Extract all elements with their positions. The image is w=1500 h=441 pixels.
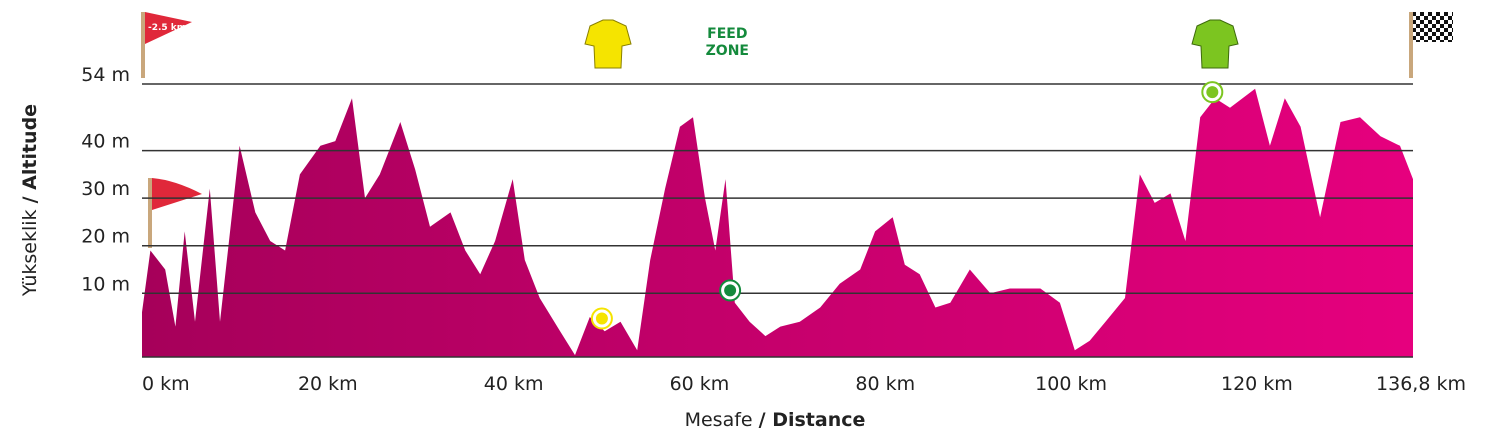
finish-flag (1409, 12, 1453, 78)
red-flag (148, 178, 202, 248)
x-title-a: Mesafe (685, 409, 753, 431)
x-tick-label: 20 km (298, 373, 358, 395)
x-tick-label: 80 km (855, 373, 915, 395)
y-tick-label: 54 m (81, 64, 130, 86)
flag-label: -2.5 km (148, 23, 186, 33)
marker (595, 312, 608, 325)
feed-zone-label: ZONE (706, 43, 749, 59)
y-title: Yükseklik / Altitude (19, 104, 41, 297)
y-tick-label: 20 m (81, 226, 130, 248)
x-tick-label: 0 km (142, 373, 190, 395)
yellow-jersey (584, 19, 632, 69)
green-jersey (1191, 19, 1239, 69)
marker (1206, 86, 1219, 99)
y-tick-label: 10 m (81, 273, 130, 295)
x-tick-label: 40 km (484, 373, 544, 395)
feed-zone-label: FEED (707, 26, 747, 42)
x-tick-label: 120 km (1221, 373, 1293, 395)
x-tick-label: 100 km (1035, 373, 1107, 395)
x-tick-label: 60 km (670, 373, 730, 395)
y-title-a: Yükseklik (19, 209, 41, 297)
plot (142, 88, 1413, 358)
elevation-area (142, 88, 1413, 358)
y-tick-label: 40 m (81, 131, 130, 153)
x-tick-label: 136,8 km (1376, 373, 1466, 395)
start-flag: -2.5 km (141, 12, 192, 78)
y-tick-label: 30 m (81, 178, 130, 200)
x-title-b: / Distance (759, 409, 866, 431)
x-title: Mesafe / Distance (685, 409, 866, 431)
y-title-b: / Altitude (19, 104, 41, 203)
marker (724, 284, 737, 297)
